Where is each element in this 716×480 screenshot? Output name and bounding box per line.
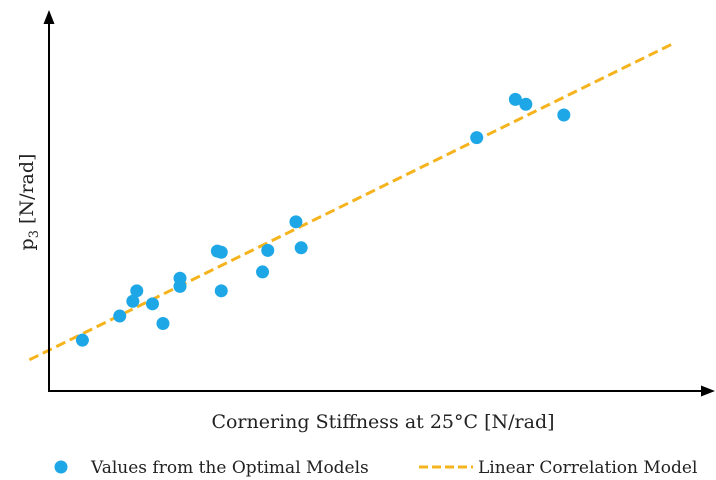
data-point-2 xyxy=(126,294,140,308)
linear-correlation-line xyxy=(28,43,672,362)
data-point-11 xyxy=(256,265,270,279)
data-point-10 xyxy=(214,284,228,298)
legend-label-line: Linear Correlation Model xyxy=(478,458,697,478)
x-axis-arrow-icon xyxy=(701,385,715,397)
data-point-9 xyxy=(214,245,228,259)
y-axis-label-unit: [N/rad] xyxy=(16,154,38,230)
data-point-14 xyxy=(294,241,308,255)
data-point-16 xyxy=(508,92,522,106)
data-point-0 xyxy=(75,333,89,347)
data-point-13 xyxy=(289,215,303,229)
data-point-1 xyxy=(113,309,127,323)
data-point-4 xyxy=(145,297,159,311)
plot-area xyxy=(28,43,672,362)
y-axis-label-main: p xyxy=(16,238,38,250)
data-point-5 xyxy=(156,316,170,330)
legend: Values from the Optimal Models Linear Co… xyxy=(54,458,697,478)
data-point-18 xyxy=(557,108,571,122)
data-point-7 xyxy=(173,271,187,285)
data-point-12 xyxy=(261,243,275,257)
x-axis-label: Cornering Stiffness at 25°C [N/rad] xyxy=(211,411,554,433)
data-point-3 xyxy=(130,284,144,298)
legend-marker-points xyxy=(54,460,68,474)
y-axis-label-subscript: 3 xyxy=(27,230,42,238)
legend-label-points: Values from the Optimal Models xyxy=(90,458,369,478)
data-point-15 xyxy=(470,131,484,145)
y-axis-label: p3 [N/rad] xyxy=(16,154,42,251)
data-point-17 xyxy=(519,97,533,111)
y-axis-arrow-icon xyxy=(43,10,55,24)
